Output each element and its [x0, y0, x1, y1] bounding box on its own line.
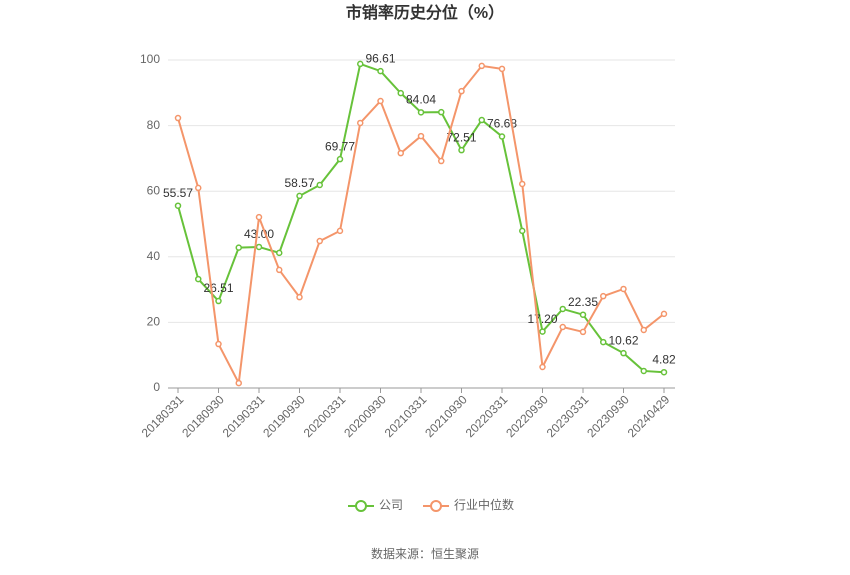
point: [215, 340, 222, 348]
data-label: 10.62: [608, 333, 638, 347]
point: [296, 192, 303, 200]
y-tick-label: 100: [140, 52, 160, 66]
point: [438, 157, 445, 165]
source: 数据来源：恒生聚源: [371, 546, 479, 561]
point: [174, 202, 182, 209]
y-tick-label: 0: [153, 380, 160, 394]
point: [519, 180, 526, 188]
x-tick-label: 20220331: [463, 392, 511, 440]
y-tick-label: 60: [147, 183, 161, 197]
data-label: 96.61: [365, 51, 395, 65]
point: [620, 285, 627, 293]
point: [539, 363, 546, 371]
x-tick-label: 20230930: [584, 392, 632, 440]
point: [539, 328, 546, 335]
point: [336, 227, 344, 235]
legend-label: 公司: [379, 498, 403, 512]
legend-marker: [355, 500, 367, 512]
y-tick-label: 80: [147, 118, 161, 132]
point: [276, 249, 283, 257]
x-tick-label: 20200331: [301, 392, 349, 440]
x-tick-label: 20190930: [260, 392, 308, 440]
point: [215, 297, 222, 305]
point: [235, 379, 242, 387]
x-tick-label: 20180930: [179, 392, 227, 440]
point: [579, 328, 587, 336]
data-label: 26.51: [203, 281, 233, 295]
x-tick-label: 20210331: [382, 392, 430, 440]
data-label: 84.04: [406, 93, 436, 107]
x-tick-label: 20190331: [220, 392, 268, 440]
point: [478, 62, 485, 70]
point: [660, 310, 668, 318]
point: [357, 60, 364, 68]
point: [559, 305, 566, 313]
point: [276, 266, 283, 274]
point: [397, 89, 404, 97]
point: [640, 326, 647, 334]
point: [397, 149, 404, 157]
point: [579, 311, 587, 318]
y-tick-label: 20: [147, 315, 161, 329]
point: [357, 119, 364, 127]
data-label: 43.00: [244, 227, 274, 241]
point: [640, 367, 647, 375]
point: [519, 227, 526, 235]
point: [255, 243, 263, 251]
y-tick-label: 40: [147, 249, 161, 263]
x-tick-label: 20230331: [544, 392, 592, 440]
data-label: 55.57: [163, 186, 193, 200]
data-label: 76.68: [487, 117, 517, 131]
legend-label: 行业中位数: [454, 497, 514, 512]
point: [377, 67, 384, 75]
x-tick-label: 20220930: [503, 392, 551, 440]
x-tick-label: 20210930: [422, 392, 470, 440]
data-label: 17.20: [527, 312, 557, 326]
point: [417, 109, 425, 116]
point: [316, 181, 323, 189]
point: [336, 155, 344, 163]
data-label: 58.57: [284, 176, 314, 190]
point: [478, 116, 485, 124]
point: [498, 133, 506, 140]
point: [660, 368, 668, 376]
x-tick-label: 20200930: [341, 392, 389, 440]
data-label: 69.77: [325, 139, 355, 153]
x-tick-label: 20180331: [139, 392, 187, 440]
point: [600, 292, 607, 300]
point: [620, 349, 627, 357]
point: [316, 237, 323, 245]
data-label: 4.82: [652, 352, 676, 366]
legend-marker: [430, 500, 443, 512]
point: [377, 97, 384, 105]
point: [458, 87, 465, 95]
point: [195, 275, 202, 283]
point: [174, 114, 182, 122]
x-tick-label: 20240429: [625, 392, 673, 440]
point: [235, 244, 242, 251]
chart-title: 市销率历史分位（%）: [346, 3, 504, 22]
point: [438, 108, 445, 116]
data-label: 22.35: [568, 295, 598, 309]
point: [417, 132, 425, 140]
point: [296, 293, 303, 301]
point: [195, 184, 202, 192]
data-label: 72.51: [446, 130, 476, 144]
point: [458, 146, 465, 154]
point: [255, 213, 263, 221]
point: [498, 65, 506, 73]
point: [600, 338, 607, 346]
point: [559, 323, 566, 331]
